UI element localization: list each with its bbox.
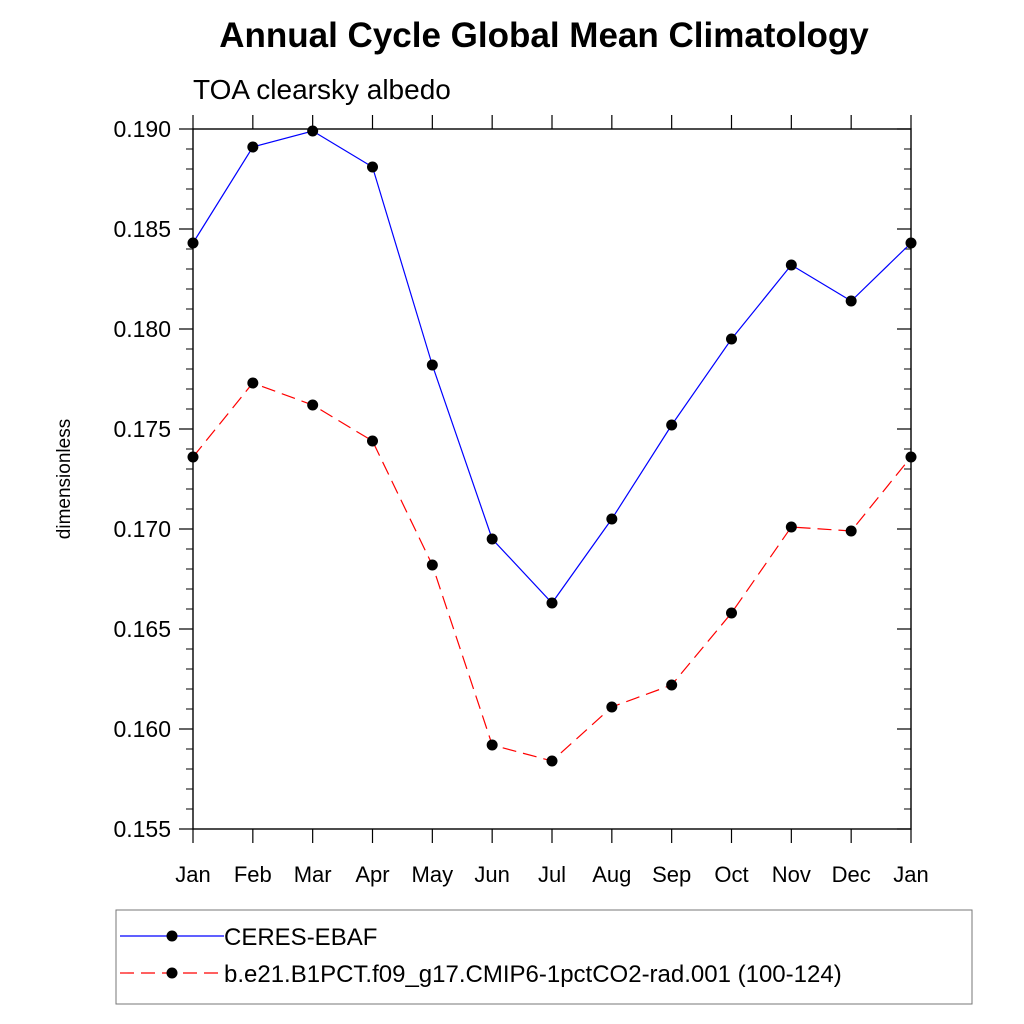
axes: 0.155 0.160 0.165 0.170 0.175 0.180 0.185 0.190… bbox=[113, 115, 929, 887]
series-1-point bbox=[247, 141, 259, 153]
legend-label-1: CERES-EBAF bbox=[224, 924, 377, 951]
series-1-point bbox=[426, 359, 438, 371]
x-tick-label: Oct bbox=[714, 862, 748, 887]
x-tick-label: Jan bbox=[175, 862, 210, 887]
series-2-point bbox=[785, 521, 797, 533]
y-tick-label: 0.170 bbox=[113, 516, 171, 542]
series-line-2 bbox=[192, 382, 912, 762]
y-tick-label: 0.180 bbox=[113, 316, 171, 342]
series-2-point bbox=[546, 755, 558, 767]
series-1-point bbox=[726, 333, 737, 345]
legend-marker-2 bbox=[166, 967, 178, 979]
x-tick-label: Aug bbox=[592, 862, 631, 887]
series-1-point bbox=[606, 513, 618, 525]
chart-subtitle: TOA clearsky albedo bbox=[193, 74, 451, 105]
series-1-point bbox=[307, 125, 319, 137]
plot-frame bbox=[192, 128, 912, 830]
series-2-point bbox=[307, 399, 319, 411]
x-tick-label: Mar bbox=[294, 862, 332, 887]
y-tick-label: 0.165 bbox=[113, 616, 171, 642]
x-tick-label: Jul bbox=[538, 862, 566, 887]
x-tick-label: Nov bbox=[772, 862, 811, 887]
series-1-point bbox=[666, 419, 678, 431]
y-tick-label: 0.175 bbox=[113, 416, 171, 442]
legend-marker-1 bbox=[166, 930, 178, 942]
y-tick-label: 0.185 bbox=[113, 216, 171, 242]
x-tick-label: Sep bbox=[652, 862, 691, 887]
x-tick-label: Apr bbox=[355, 862, 389, 887]
x-tick-label: Jun bbox=[474, 862, 509, 887]
x-tick-label: May bbox=[412, 862, 454, 887]
series-1-point bbox=[785, 259, 797, 271]
y-tick-label: 0.190 bbox=[113, 116, 171, 142]
chart-title: Annual Cycle Global Mean Climatology bbox=[219, 16, 869, 55]
legend-box bbox=[115, 909, 973, 1005]
series-2-point bbox=[845, 525, 857, 537]
y-tick-label: 0.160 bbox=[113, 716, 171, 742]
x-tick-label: Dec bbox=[832, 862, 871, 887]
series-1-point bbox=[367, 161, 378, 173]
series-2-point bbox=[367, 435, 378, 447]
series-line-1 bbox=[192, 130, 912, 604]
series-1-point bbox=[486, 533, 498, 545]
series-2-point bbox=[486, 739, 498, 751]
series-2-point bbox=[426, 559, 438, 571]
series-2-point bbox=[606, 701, 618, 713]
series-1-point bbox=[546, 597, 558, 609]
legend-label-2: b.e21.B1PCT.f09_g17.CMIP6-1pctCO2-rad.00… bbox=[224, 961, 842, 988]
series-2-point bbox=[247, 377, 259, 389]
legend: CERES-EBAF b.e21.B1PCT.f09_g17.CMIP6-1pct… bbox=[115, 909, 973, 1005]
x-tick-label: Feb bbox=[234, 862, 272, 887]
series-layer bbox=[187, 125, 917, 767]
series-2-point bbox=[726, 607, 737, 619]
series-1-point bbox=[845, 295, 857, 307]
y-axis-label: dimensionless bbox=[54, 419, 75, 539]
series-2-point bbox=[666, 679, 678, 691]
y-tick-label: 0.155 bbox=[113, 816, 171, 842]
x-tick-label: Jan bbox=[893, 862, 928, 887]
